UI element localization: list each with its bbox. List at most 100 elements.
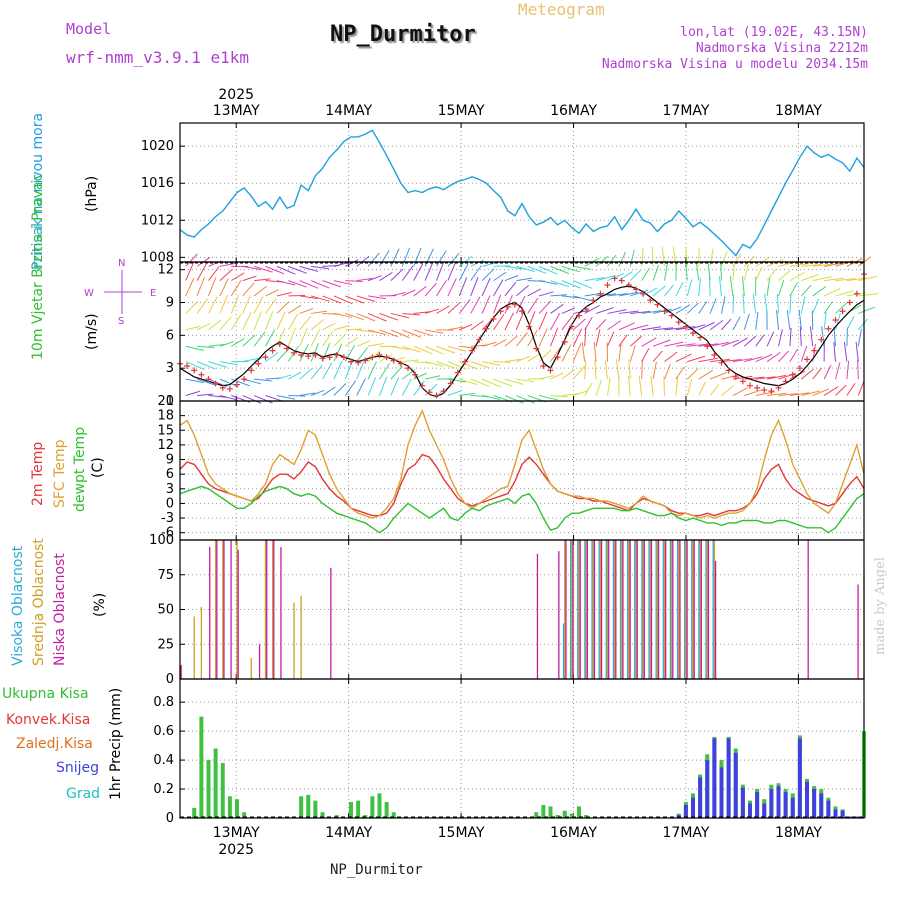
wind-gust-mark xyxy=(362,357,369,364)
wind-arrow xyxy=(367,312,387,322)
wind-arrow xyxy=(310,280,330,289)
wind-arrow xyxy=(356,378,366,396)
wind-arrow xyxy=(436,361,456,369)
wind-arrow xyxy=(675,343,696,347)
wind-arrow xyxy=(595,307,614,314)
wind-arrow xyxy=(629,269,641,281)
wind-arrow xyxy=(652,361,657,380)
wind-arrow xyxy=(573,295,592,302)
wind-arrow xyxy=(459,361,478,370)
wind-arrow xyxy=(718,276,722,296)
wind-gust-mark xyxy=(789,371,796,378)
wind-arrow xyxy=(766,331,775,347)
wind-arrow xyxy=(356,277,373,282)
wind-arrow xyxy=(196,323,211,331)
wind-arrow xyxy=(858,275,877,282)
wind-arrow xyxy=(424,308,440,314)
wind-arrow xyxy=(800,284,812,297)
pressure-line xyxy=(179,129,865,257)
wind-arrow xyxy=(641,287,658,297)
wind-arrow xyxy=(310,328,321,347)
wind-arrow xyxy=(481,295,491,314)
wind-arrow xyxy=(572,318,586,331)
wind-arrow xyxy=(721,359,742,363)
wind-arrow xyxy=(413,372,427,380)
date-label-top: 13MAY xyxy=(213,103,260,119)
wind-arrow xyxy=(413,285,427,297)
y-tick-label: 25 xyxy=(157,637,174,652)
wind-arrow xyxy=(561,315,574,331)
date-label-top: 16MAY xyxy=(550,103,597,119)
wind-arrow xyxy=(208,296,218,314)
wind-gust-mark xyxy=(454,369,461,376)
snow-bar xyxy=(740,787,745,818)
date-label-bottom: 15MAY xyxy=(438,825,485,841)
wind-arrow xyxy=(755,311,759,330)
y-tick-label: -6 xyxy=(161,526,174,541)
wind-arrow xyxy=(664,341,684,347)
wind-arrow xyxy=(424,383,438,396)
wind-arrow xyxy=(846,316,855,331)
snow-bar xyxy=(783,791,788,818)
wind-gust-mark xyxy=(219,384,226,391)
wind-arrow xyxy=(801,390,820,397)
wind-arrow xyxy=(595,318,607,331)
y-tick-label: 9 xyxy=(166,295,174,310)
wind-arrow xyxy=(823,311,827,330)
wind-arrow xyxy=(809,326,814,347)
wind-arrow xyxy=(858,293,879,297)
wind-arrow xyxy=(767,392,787,397)
total-precip-bar xyxy=(562,810,567,818)
wind-arrow xyxy=(310,295,330,302)
wind-arrow xyxy=(299,265,319,272)
wind-arrow xyxy=(379,272,393,282)
wind-arrow xyxy=(812,388,830,396)
wind-arrow xyxy=(823,364,832,380)
wind-arrow xyxy=(481,262,497,267)
wind-arrow xyxy=(401,378,412,396)
wind-gust-mark xyxy=(654,301,661,308)
wind-arrow xyxy=(721,374,741,380)
wind-arrow xyxy=(390,377,400,396)
wind-arrow xyxy=(744,356,763,363)
y-tick-label: 1016 xyxy=(141,176,174,191)
wind-arrow xyxy=(628,375,631,396)
temp2m-axis-label: 2m Temp xyxy=(30,441,46,506)
wind-arrow xyxy=(843,341,848,362)
wind-arrow xyxy=(516,378,535,383)
wind-arrow xyxy=(709,319,724,331)
wind-arrow xyxy=(356,329,375,333)
wind-arrow xyxy=(584,304,600,314)
y-tick-label: 0.8 xyxy=(153,695,174,710)
wind-gust-mark xyxy=(668,312,675,319)
wind-arrow xyxy=(197,345,215,349)
wind-arrow xyxy=(322,280,342,288)
wind-arrow xyxy=(698,321,715,331)
snow-bar xyxy=(805,781,809,818)
snow-bar xyxy=(705,760,710,818)
wind-gust-mark xyxy=(853,290,860,297)
wind-arrow xyxy=(527,297,539,314)
wind-gust-mark xyxy=(782,378,789,385)
y-tick-label: 21 xyxy=(157,394,174,409)
wind-arrow xyxy=(459,378,478,386)
compass-s: S xyxy=(118,316,125,327)
wind-arrow xyxy=(379,363,390,380)
wind-arrow xyxy=(436,345,456,354)
wind-arrow xyxy=(561,307,576,314)
total-precip-bar xyxy=(299,796,304,818)
wind-arrow xyxy=(299,307,314,314)
wind-arrow xyxy=(379,376,388,396)
wind-arrow xyxy=(299,315,312,331)
wind-arrow xyxy=(402,289,416,297)
wind-gust-mark xyxy=(262,354,269,361)
wind-arrow xyxy=(764,293,768,314)
wind-arrow xyxy=(721,296,726,314)
wind-arrow xyxy=(698,381,707,396)
wind-gust-mark xyxy=(675,319,682,326)
wind-arrow xyxy=(253,311,262,331)
wind-arrow xyxy=(185,277,195,297)
wind-arrow xyxy=(732,294,735,314)
wind-arrow xyxy=(196,263,207,281)
wind-arrow xyxy=(641,347,650,362)
